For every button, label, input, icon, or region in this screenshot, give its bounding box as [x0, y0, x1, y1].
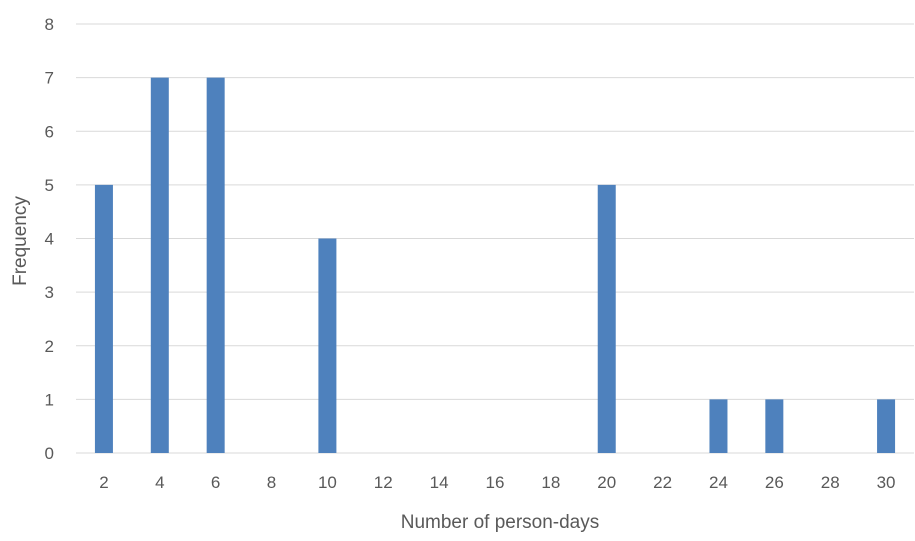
y-tick-label: 5 [45, 176, 54, 195]
bar-30 [877, 399, 896, 453]
y-tick-label: 4 [45, 230, 54, 249]
y-tick-label: 3 [45, 283, 54, 302]
bar-10 [318, 238, 337, 453]
x-tick-label: 8 [267, 473, 276, 492]
x-axis-title: Number of person-days [401, 512, 600, 533]
gridlines [76, 23, 914, 454]
x-tick-label: 20 [597, 473, 616, 492]
x-axis-ticks: 2 4 6 8 10 12 14 16 18 20 22 24 26 28 30 [99, 473, 895, 492]
x-tick-label: 14 [430, 473, 449, 492]
y-tick-label: 0 [45, 444, 54, 463]
x-tick-label: 16 [486, 473, 505, 492]
x-tick-label: 22 [653, 473, 672, 492]
y-axis-title: Frequency [10, 196, 31, 286]
bar-20 [597, 184, 616, 453]
bar-24 [709, 399, 728, 453]
bar-2 [94, 184, 113, 453]
x-tick-label: 12 [374, 473, 393, 492]
x-tick-label: 18 [541, 473, 560, 492]
y-tick-label: 2 [45, 337, 54, 356]
bar-26 [765, 399, 784, 453]
y-tick-label: 8 [45, 15, 54, 34]
bar-4 [150, 77, 169, 453]
x-tick-label: 30 [877, 473, 896, 492]
y-tick-label: 1 [45, 390, 54, 409]
x-tick-label: 24 [709, 473, 728, 492]
bars [94, 77, 896, 453]
x-tick-label: 4 [155, 473, 164, 492]
x-tick-label: 6 [211, 473, 220, 492]
y-tick-label: 7 [45, 69, 54, 88]
x-tick-label: 10 [318, 473, 337, 492]
x-tick-label: 2 [99, 473, 108, 492]
y-tick-label: 6 [45, 122, 54, 141]
x-tick-label: 28 [821, 473, 840, 492]
bar-6 [206, 77, 225, 453]
x-tick-label: 26 [765, 473, 784, 492]
y-axis-ticks: 0 1 2 3 4 5 6 7 8 [45, 15, 54, 463]
